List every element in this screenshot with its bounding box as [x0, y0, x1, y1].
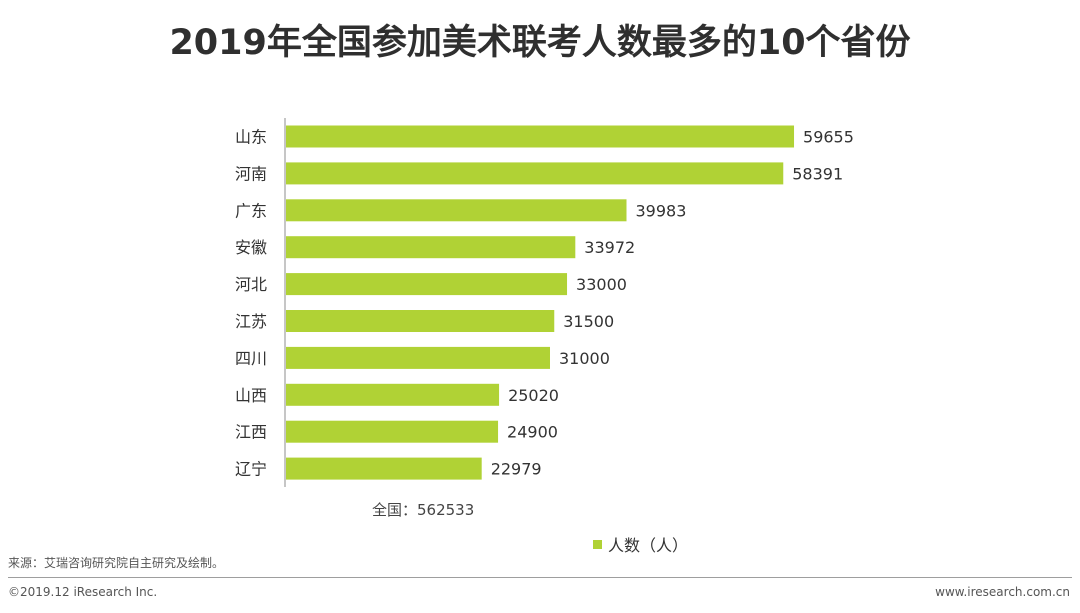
data-label: 31000 — [559, 349, 610, 368]
source-note: 来源：艾瑞咨询研究院自主研究及绘制。 — [8, 556, 225, 570]
bar-6 — [286, 346, 550, 369]
data-label: 33000 — [576, 275, 627, 294]
chart-title: 2019年全国参加美术联考人数最多的10个省份 — [169, 23, 911, 63]
bar-9 — [286, 457, 482, 480]
category-label: 河南 — [235, 164, 267, 183]
category-label: 江西 — [235, 423, 267, 442]
bar-5 — [286, 310, 555, 332]
bar-1 — [286, 162, 784, 185]
data-label: 33972 — [584, 238, 635, 257]
legend: 人数（人） — [593, 532, 688, 556]
footer-divider — [8, 577, 1072, 578]
legend-swatch — [593, 539, 602, 549]
category-label: 山西 — [235, 386, 267, 405]
category-label: 四川 — [235, 349, 267, 368]
data-label: 58391 — [792, 164, 843, 183]
copyright-text: ©2019.12 iResearch Inc. — [8, 585, 158, 599]
data-label: 22979 — [491, 460, 542, 479]
national-total-label: 全国：562533 — [372, 501, 475, 519]
bar-0 — [286, 125, 795, 148]
category-label: 江苏 — [235, 312, 267, 331]
data-label: 31500 — [563, 312, 614, 331]
category-label: 广东 — [235, 201, 267, 220]
bar-2 — [286, 199, 627, 222]
category-label: 辽宁 — [235, 460, 267, 479]
data-label: 39983 — [636, 201, 687, 220]
legend-label: 人数（人） — [608, 536, 689, 555]
data-label: 25020 — [508, 386, 559, 405]
data-label: 59655 — [803, 128, 854, 147]
category-label: 河北 — [235, 275, 267, 294]
bar-4 — [286, 273, 568, 296]
category-label: 山东 — [235, 128, 267, 147]
website-link[interactable]: www.iresearch.com.cn — [935, 585, 1070, 599]
bar-8 — [286, 420, 499, 443]
bar-3 — [286, 236, 576, 259]
data-label: 24900 — [507, 423, 558, 442]
category-label: 安徽 — [235, 238, 267, 257]
bar-7 — [286, 383, 500, 406]
